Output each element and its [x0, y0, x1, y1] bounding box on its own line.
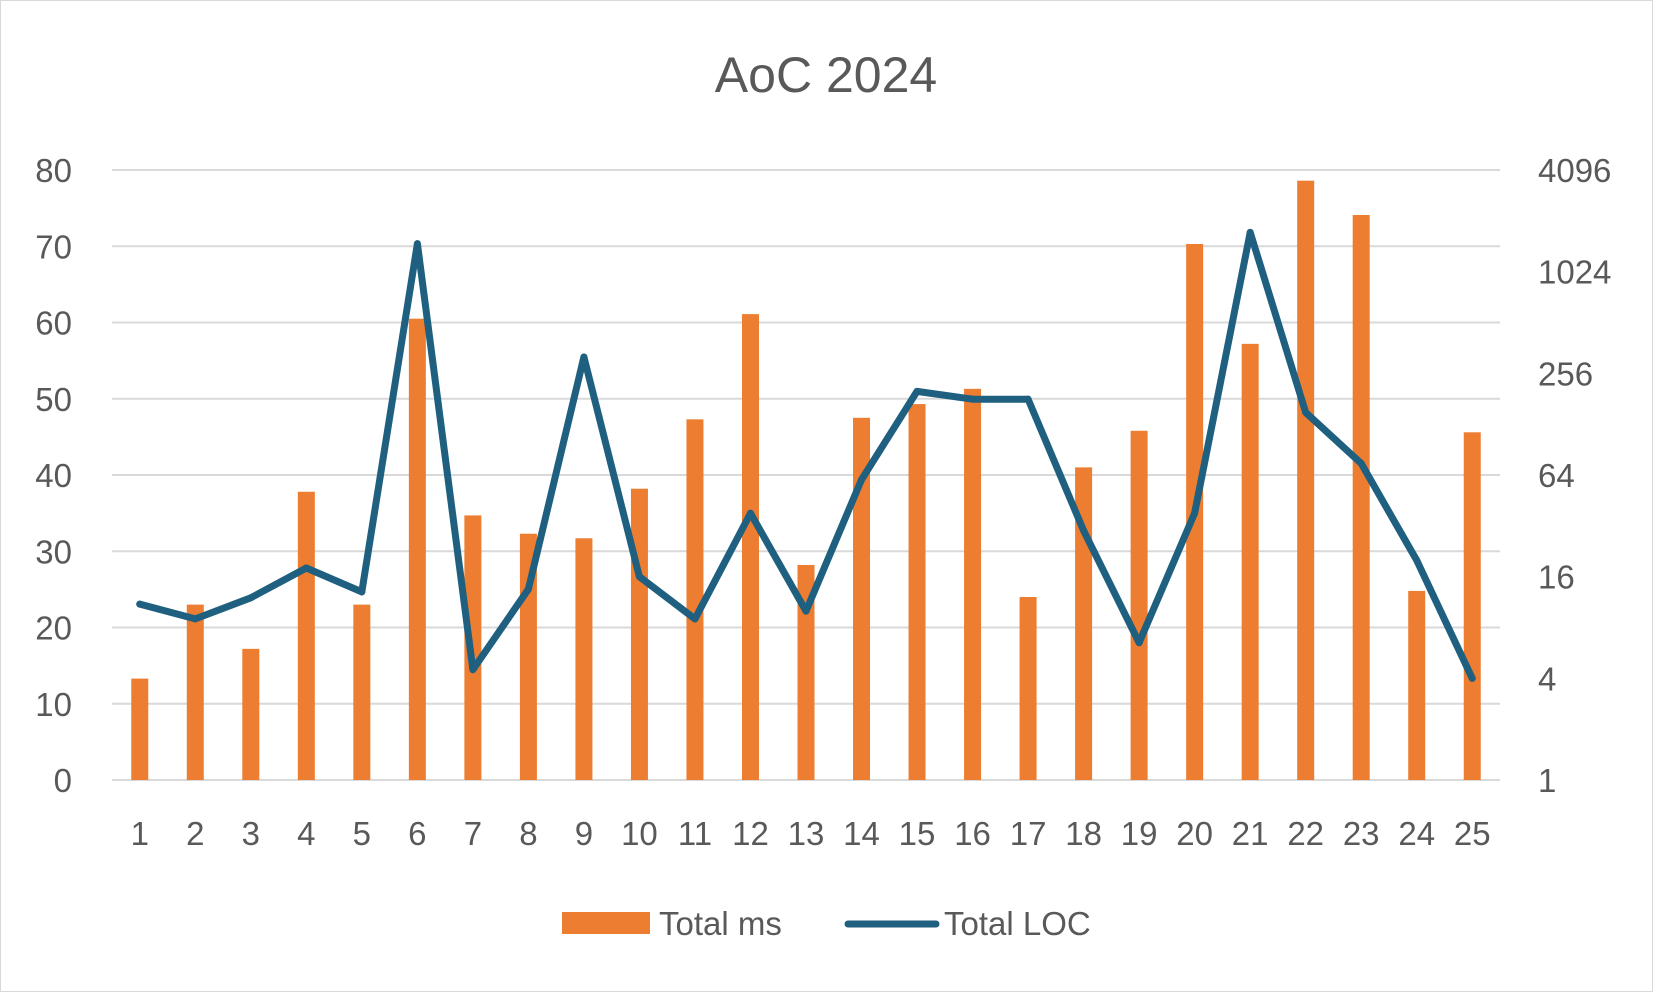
x-axis-tick-label: 9 [575, 815, 593, 852]
bar-total-ms [186, 604, 204, 780]
right-axis-tick-label: 1 [1538, 762, 1556, 799]
point-total-loc [247, 594, 255, 602]
point-total-loc [1413, 556, 1421, 564]
point-total-loc [1246, 228, 1254, 236]
point-total-loc [802, 607, 810, 615]
legend: Total ms Total LOC [562, 905, 1091, 942]
right-axis-tick-label: 256 [1538, 355, 1593, 392]
left-axis-tick-label: 20 [35, 610, 72, 647]
gridlines [112, 169, 1500, 781]
x-axis-ticks: 1 2 3 4 5 6 7 8 9 10 11 12 13 14 15 16 17 18 19 20 21 22 23 24 2… [131, 815, 1491, 852]
x-axis-tick-label: 4 [297, 815, 315, 852]
bar-total-ms [1463, 432, 1481, 780]
bar-total-ms [353, 604, 371, 780]
x-axis-tick-label: 24 [1398, 815, 1435, 852]
point-total-loc [913, 387, 921, 395]
x-axis-tick-label: 2 [186, 815, 204, 852]
x-axis-tick-label: 22 [1287, 815, 1324, 852]
bar-total-ms [131, 678, 149, 780]
bar-total-ms [408, 318, 426, 780]
right-axis-tick-label: 64 [1538, 457, 1575, 494]
right-axis-tick-label: 1024 [1538, 254, 1611, 291]
line-layer [136, 228, 1476, 682]
point-total-loc [413, 240, 421, 248]
legend-swatch-total-ms [562, 912, 650, 934]
x-axis-tick-label: 19 [1121, 815, 1158, 852]
bar-total-ms [964, 388, 982, 780]
point-total-loc [136, 600, 144, 608]
point-total-loc [1357, 459, 1365, 467]
x-axis-tick-label: 17 [1010, 815, 1047, 852]
bar-total-ms [297, 491, 315, 780]
point-total-loc [1080, 527, 1088, 535]
bar-total-ms [242, 648, 260, 780]
x-axis-tick-label: 7 [464, 815, 482, 852]
bar-total-ms [853, 417, 871, 780]
point-total-loc [358, 588, 366, 596]
point-total-loc [691, 615, 699, 623]
bar-total-ms [1297, 180, 1315, 781]
point-total-loc [1302, 409, 1310, 417]
point-total-loc [746, 509, 754, 517]
right-axis-tick-label: 16 [1538, 559, 1575, 596]
point-total-loc [524, 585, 532, 593]
bar-total-ms [1130, 430, 1148, 780]
bar-total-ms [1352, 214, 1370, 781]
point-total-loc [1135, 639, 1143, 647]
bar-total-ms [797, 564, 815, 780]
bar-total-ms [686, 419, 704, 780]
x-axis-tick-label: 11 [678, 815, 712, 852]
x-axis-tick-label: 18 [1065, 815, 1102, 852]
chart-title: AoC 2024 [715, 47, 937, 103]
bar-total-ms [908, 404, 926, 780]
left-axis-tick-label: 30 [35, 533, 72, 570]
x-axis-tick-label: 16 [954, 815, 991, 852]
point-total-loc [635, 573, 643, 581]
bar-total-ms [741, 314, 759, 780]
x-axis-tick-label: 25 [1454, 815, 1491, 852]
point-total-loc [302, 564, 310, 572]
x-axis-tick-label: 13 [788, 815, 825, 852]
bar-total-ms [1408, 590, 1426, 780]
bar-total-ms [1019, 597, 1037, 780]
bar-total-ms [575, 538, 593, 780]
x-axis-tick-label: 15 [899, 815, 936, 852]
point-total-loc [1024, 395, 1032, 403]
point-total-loc [1191, 509, 1199, 517]
x-axis-tick-label: 12 [732, 815, 769, 852]
left-axis-tick-label: 60 [35, 305, 72, 342]
x-axis-tick-label: 14 [843, 815, 880, 852]
right-axis-tick-label: 4 [1538, 660, 1556, 697]
left-axis-tick-label: 70 [35, 228, 72, 265]
point-total-loc [1468, 674, 1476, 682]
point-total-loc [469, 666, 477, 674]
legend-label-total-loc: Total LOC [944, 905, 1091, 942]
point-total-loc [969, 395, 977, 403]
bars [131, 180, 1481, 781]
left-axis-ticks: 0 10 20 30 40 50 60 70 80 [35, 152, 72, 799]
x-axis-tick-label: 1 [131, 815, 149, 852]
left-axis-tick-label: 0 [54, 762, 72, 799]
left-axis-tick-label: 80 [35, 152, 72, 189]
right-axis-tick-label: 4096 [1538, 152, 1611, 189]
x-axis-tick-label: 23 [1343, 815, 1380, 852]
x-axis-tick-label: 10 [621, 815, 658, 852]
right-axis-ticks: 1 4 16 64 256 1024 4096 [1538, 152, 1611, 799]
bar-total-ms [630, 488, 648, 780]
x-axis-tick-label: 3 [242, 815, 260, 852]
x-axis-tick-label: 8 [519, 815, 537, 852]
left-axis-tick-label: 40 [35, 457, 72, 494]
point-total-loc [191, 615, 199, 623]
bar-total-ms [1241, 343, 1259, 780]
point-total-loc [580, 353, 588, 361]
x-axis-tick-label: 6 [408, 815, 426, 852]
left-axis-tick-label: 50 [35, 381, 72, 418]
point-total-loc [858, 476, 866, 484]
x-axis-tick-label: 5 [353, 815, 371, 852]
x-axis-tick-label: 20 [1176, 815, 1213, 852]
legend-label-total-ms: Total ms [659, 905, 782, 942]
x-axis-tick-label: 21 [1232, 815, 1269, 852]
left-axis-tick-label: 10 [35, 686, 72, 723]
